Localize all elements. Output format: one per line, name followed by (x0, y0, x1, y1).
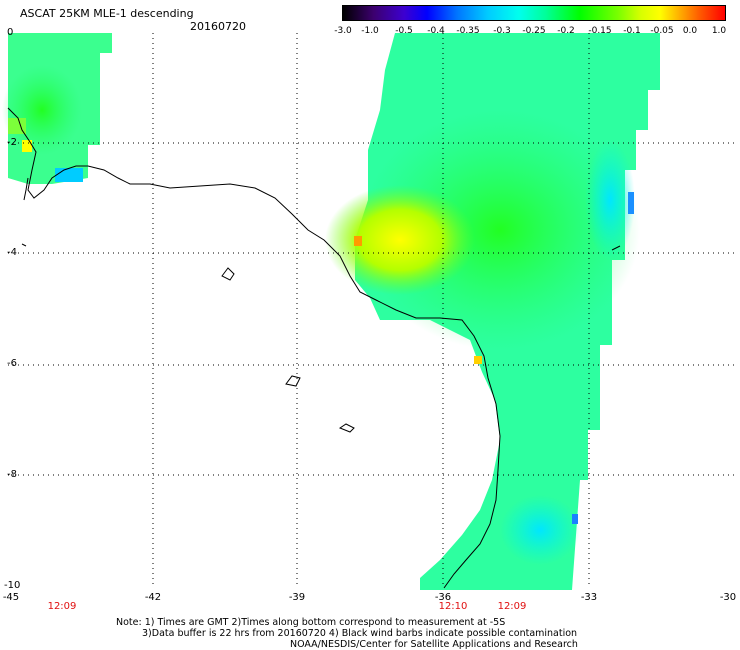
color-scale-label: -0.2 (557, 26, 575, 36)
color-scale-label: -1.0 (361, 26, 379, 36)
note-line-3: NOAA/NESDIS/Center for Satellite Applica… (290, 639, 578, 650)
pass-time-label: 12:10 (438, 601, 468, 612)
y-tick-label: 0 (7, 27, 14, 38)
pass-time-label: 12:09 (47, 601, 77, 612)
color-scale-label: -0.05 (650, 26, 674, 36)
data-swath-east (325, 33, 660, 590)
map-title: ASCAT 25KM MLE-1 descending (20, 7, 194, 20)
map-date: 20160720 (190, 20, 246, 33)
note-line-2: 3)Data buffer is 22 hrs from 20160720 4)… (142, 628, 578, 639)
color-scale-label: -0.4 (427, 26, 445, 36)
color-scale-label: -0.3 (493, 26, 511, 36)
color-scale-label: 1.0 (711, 26, 727, 36)
y-tick-label: -10 (4, 580, 21, 591)
coastline (7, 107, 621, 589)
color-scale-bar (342, 5, 726, 21)
x-tick-label: -42 (144, 592, 162, 603)
graticule (8, 33, 735, 588)
x-tick-label: -39 (288, 592, 306, 603)
color-scale-label: -0.15 (588, 26, 612, 36)
y-tick-label: -8 (7, 469, 17, 480)
color-scale-label: 0.0 (682, 26, 698, 36)
color-scale-label: -0.5 (395, 26, 413, 36)
data-swath-west (2, 33, 112, 184)
x-tick-label: -30 (719, 592, 737, 603)
pass-time-label: 12:09 (497, 601, 527, 612)
color-scale-label: -0.1 (623, 26, 641, 36)
color-scale-label: -0.25 (522, 26, 546, 36)
color-scale-label: -0.35 (456, 26, 480, 36)
y-tick-label: -2 (7, 137, 17, 148)
x-tick-label: -36 (434, 592, 452, 603)
y-tick-label: -4 (7, 247, 17, 258)
y-tick-label: -6 (7, 358, 17, 369)
note-line-1: Note: 1) Times are GMT 2)Times along bot… (116, 617, 506, 628)
x-tick-label: -45 (2, 592, 20, 603)
x-tick-label: -33 (580, 592, 598, 603)
color-scale-label: -3.0 (334, 26, 352, 36)
